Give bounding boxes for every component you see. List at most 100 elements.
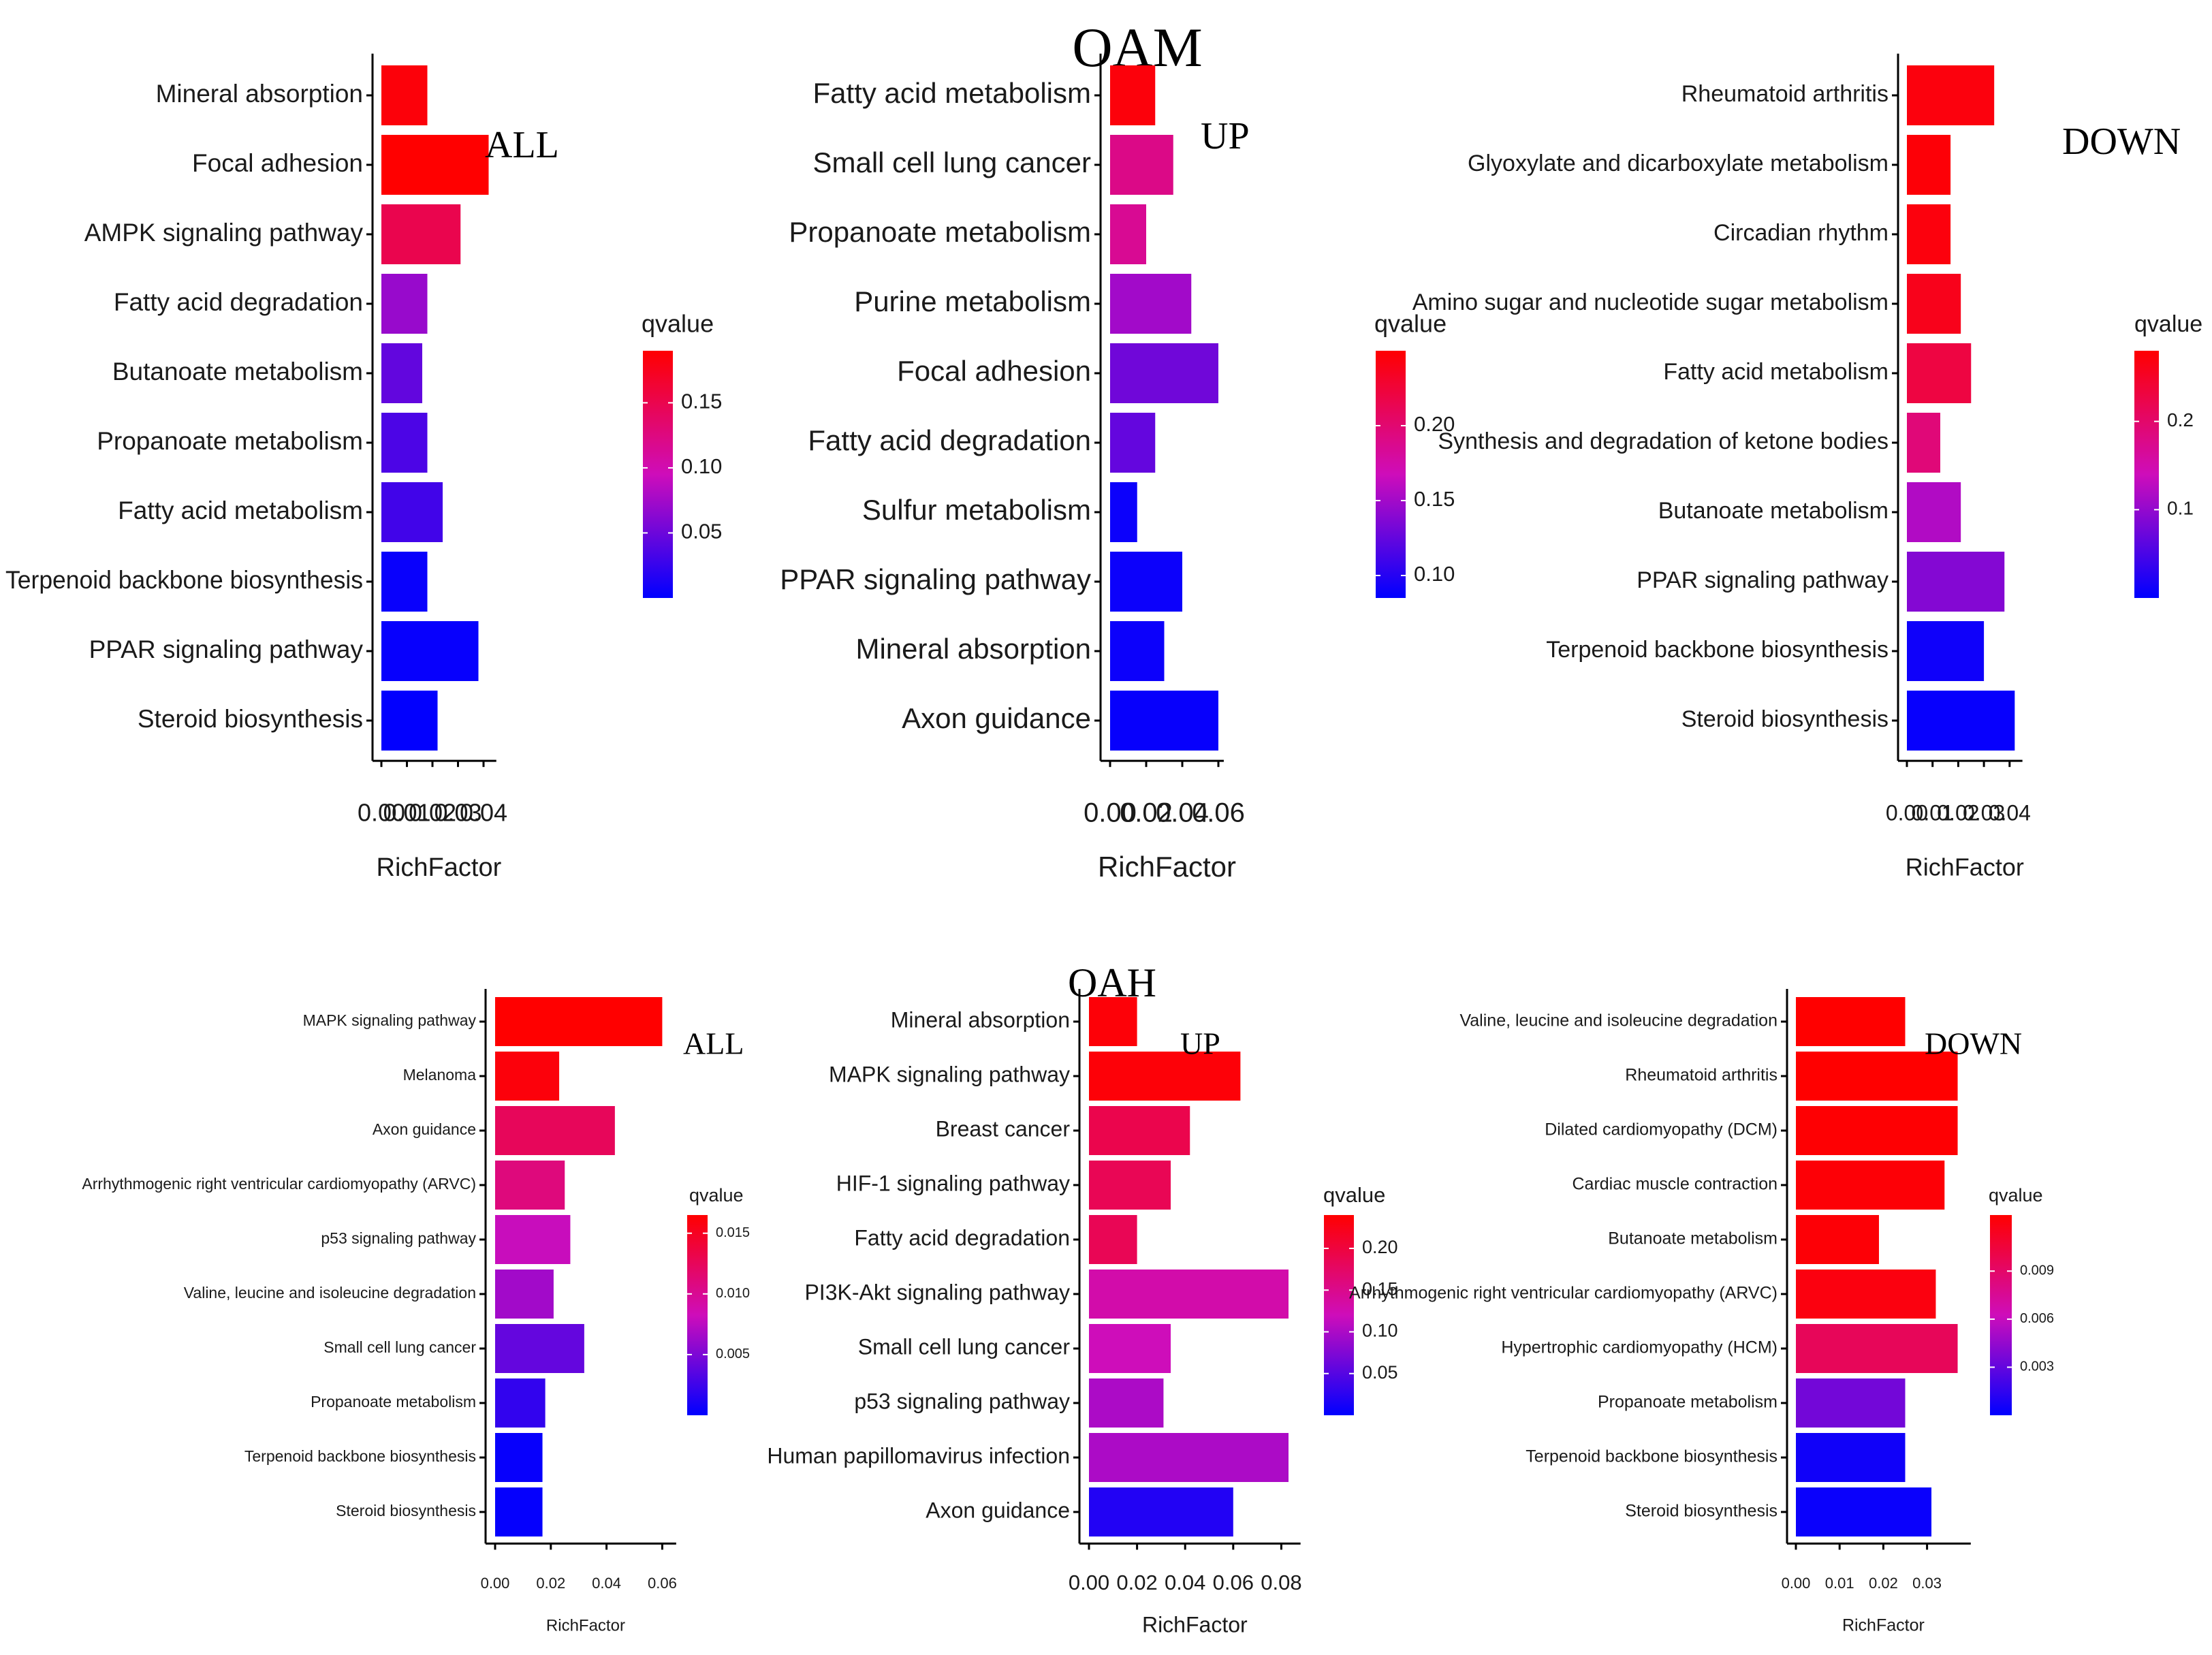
category-label: Propanoate metabolism [311,1393,476,1410]
panel-oah-all: MAPK signaling pathway Melanoma Axon guida… [82,989,750,1635]
legend-tick-label: 0.10 [1362,1321,1398,1341]
bar [495,1161,565,1210]
bar [1089,997,1137,1046]
legend-title: qvalue [1989,1185,2043,1205]
bar [1089,1378,1164,1428]
legend-colorbar [687,1215,708,1415]
category-label: Synthesis and degradation of ketone bodi… [1438,428,1889,454]
bar [1796,1215,1879,1264]
panel-tag-all: ALL [683,1026,744,1061]
category-label: Rheumatoid arthritis [1681,81,1889,107]
bar [1110,204,1146,264]
category-label: Purine metabolism [854,285,1091,317]
legend: qvalue 0.05 0.10 0.15 0.20 [1323,1183,1398,1415]
category-label: Hypertrophic cardiomyopathy (HCM) [1501,1338,1778,1357]
bar [1110,135,1173,195]
panel-oah-up: Mineral absorption MAPK signaling pathway… [767,989,1398,1637]
bar [1907,274,1961,334]
bar [495,1215,571,1264]
legend: qvalue 0.003 0.006 0.009 [1989,1185,2054,1415]
category-label: Fatty acid degradation [808,424,1091,456]
legend-tick-label: 0.05 [681,520,722,543]
legend-tick-label: 0.10 [1414,562,1455,586]
category-label: Cardiac muscle contraction [1572,1175,1778,1194]
category-label: Circadian rhythm [1713,220,1889,246]
category-label: Arrhythmogenic right ventricular cardiom… [82,1175,476,1193]
bar [1110,691,1218,751]
bar [1110,413,1156,473]
x-tick-label: 0.04 [1156,798,1209,828]
x-tick-label: 0.01 [383,799,430,827]
bar [381,343,422,403]
category-label: PPAR signaling pathway [1637,567,1889,593]
category-label: Propanoate metabolism [1598,1393,1778,1412]
legend-title: qvalue [689,1185,744,1205]
category-label: Propanoate metabolism [97,427,363,455]
legend-tick-label: 0.15 [1414,487,1455,511]
category-label: Dilated cardiomyopathy (DCM) [1545,1120,1778,1139]
x-axis-label: RichFactor [1906,853,2024,881]
bar [381,274,428,334]
category-label: Mineral absorption [891,1007,1070,1032]
bar [381,65,428,125]
category-label: Fatty acid degradation [854,1225,1070,1250]
legend-tick-label: 0.010 [716,1286,750,1301]
bar [495,1487,543,1536]
legend-title: qvalue [2134,311,2202,337]
bar [1796,1378,1906,1428]
legend-tick-label: 0.1 [2167,498,2194,519]
legend-tick-label: 0.10 [681,454,722,478]
panel-tag-down: DOWN [2062,121,2181,163]
x-tick-label: 0.04 [592,1575,621,1592]
category-label: Steroid biosynthesis [1625,1502,1778,1521]
panel-oam-down: Rheumatoid arthritis Glyoxylate and dicar… [1412,53,2202,881]
legend-title: qvalue [1374,310,1447,338]
legend-tick-label: 0.20 [1362,1237,1398,1257]
legend-tick-label: 0.003 [2020,1359,2054,1374]
category-label: Steroid biosynthesis [336,1502,476,1519]
x-tick-label: 0.03 [434,799,481,827]
x-tick-label: 0.02 [1869,1575,1898,1592]
x-tick-label: 0.06 [648,1575,677,1592]
category-label: MAPK signaling pathway [829,1062,1070,1086]
x-tick-label: 0.02 [1937,800,1979,825]
bar [1089,1270,1289,1319]
legend-title: qvalue [1323,1183,1385,1207]
x-tick-label: 0.02 [536,1575,565,1592]
category-label: Fatty acid metabolism [813,77,1091,109]
legend-colorbar [1376,351,1406,598]
x-axis-label: RichFactor [1842,1616,1925,1635]
category-label: Mineral absorption [855,633,1091,665]
category-label: Propanoate metabolism [789,216,1091,248]
bar [1110,621,1165,681]
category-label: AMPK signaling pathway [84,219,364,247]
category-label: Focal adhesion [192,149,363,177]
legend-colorbar [1990,1215,2012,1415]
category-label: Rheumatoid arthritis [1625,1066,1778,1085]
bar [1089,1161,1171,1210]
x-tick-label: 0.00 [1886,800,1928,825]
category-label: Butanoate metabolism [112,358,363,385]
bar [1089,1106,1190,1155]
legend-tick-label: 0.006 [2020,1311,2054,1326]
category-label: Terpenoid backbone biosynthesis [5,566,363,594]
category-label: p53 signaling pathway [854,1389,1070,1413]
category-label: Terpenoid backbone biosynthesis [244,1447,476,1465]
category-label: Focal adhesion [897,355,1091,387]
category-label: Steroid biosynthesis [1681,706,1889,732]
x-tick-label: 0.06 [1213,1571,1254,1594]
bar [495,1378,546,1428]
bar [1089,1215,1137,1264]
legend-tick-label: 0.2 [2167,409,2194,430]
bar [1907,691,2015,751]
bar [1110,482,1137,542]
panel-tag-up: UP [1201,115,1250,157]
bar [1907,413,1941,473]
category-label: Steroid biosynthesis [138,705,363,733]
bar [1907,482,1961,542]
category-label: Small cell lung cancer [858,1334,1071,1359]
bar [1907,621,1985,681]
panel-tag-all: ALL [485,124,559,166]
bar [1796,1487,1932,1536]
